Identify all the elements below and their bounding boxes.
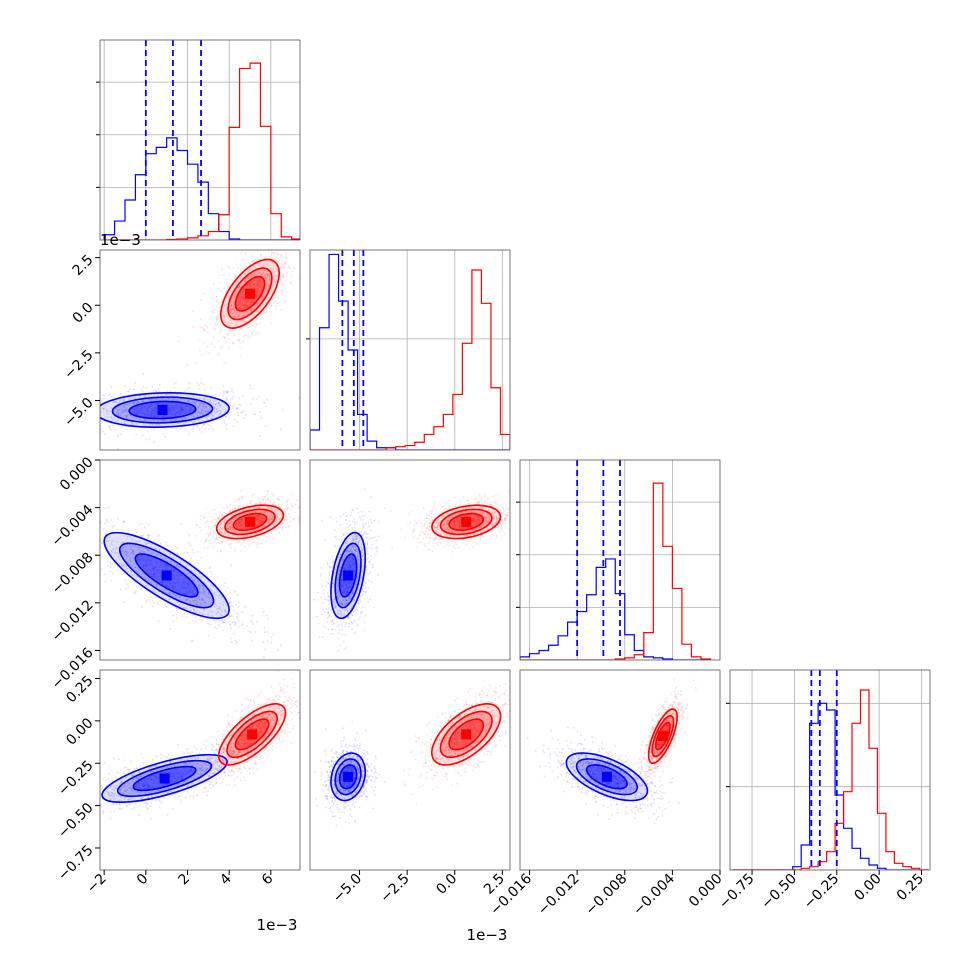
density-peak-blue	[159, 773, 170, 784]
scatter-panel-frame	[99, 249, 301, 451]
y-tick-label: −2.5	[61, 347, 96, 382]
scatter-panel-0-1	[100, 250, 300, 450]
diag-panel-0	[96, 39, 301, 241]
x-tick-label: 0.0	[433, 871, 460, 898]
density-peak-red	[461, 729, 472, 740]
y-tick-label: −0.008	[49, 550, 97, 598]
x-tick-label: −0.50	[758, 871, 800, 913]
histogram-red	[733, 689, 929, 870]
density-peak-blue	[343, 570, 354, 581]
y-tick-label: 0.0	[70, 300, 97, 327]
y-tick-label: 0.000	[57, 454, 97, 494]
x-tick-label: −2.5	[377, 871, 412, 906]
density-peak-red	[247, 729, 258, 740]
x-tick-label: 0	[134, 871, 152, 889]
x-tick-label: 4	[217, 871, 235, 889]
density-peak-red	[245, 288, 255, 299]
x-tick-label: −0.012	[535, 871, 583, 919]
diag-panel-2	[516, 459, 721, 661]
diag-panel-frame	[729, 669, 931, 871]
scatter-panel-background	[100, 670, 300, 870]
x-tick-label: −5.0	[330, 871, 365, 906]
density-peak-blue	[157, 405, 168, 415]
scatter-panel-frame	[99, 459, 301, 661]
diag-panel-1	[306, 249, 511, 451]
scatter-panel-0-3	[100, 670, 300, 870]
y-offset-label-param1: 1e−3	[100, 231, 141, 249]
diag-panel-background	[310, 250, 510, 450]
scatter-panel-frame	[519, 669, 721, 871]
density-peak-red	[461, 516, 472, 527]
x-tick-label: −2	[84, 871, 110, 897]
x-tick-label: 2	[176, 871, 194, 889]
scatter-panel-background	[100, 460, 300, 660]
scatter-panel-background	[310, 460, 510, 660]
x-offset-label-param1: 1e−3	[467, 926, 508, 944]
diag-panel-frame	[99, 39, 301, 241]
y-tick-label: −0.012	[49, 597, 97, 645]
diag-panel-background	[730, 670, 930, 870]
y-tick-label: −0.25	[55, 758, 97, 800]
histogram-blue	[103, 137, 300, 240]
x-tick-label: −0.75	[716, 871, 758, 913]
scatter-panel-1-3	[310, 670, 510, 870]
scatter-panel-frame	[309, 459, 511, 661]
x-offset-label-param0: 1e−3	[257, 916, 298, 934]
diag-panel-background	[100, 40, 300, 240]
y-tick-label: −5.0	[61, 395, 96, 430]
scatter-panel-1-2	[310, 460, 510, 660]
diag-panel-3	[726, 669, 931, 871]
y-tick-label: 0.00	[63, 715, 96, 748]
y-tick-label: −0.50	[55, 800, 97, 842]
scatter-panel-0-2	[100, 460, 300, 660]
x-tick-label: −0.25	[801, 871, 843, 913]
histogram-red	[104, 62, 300, 240]
x-tick-label: 0.00	[851, 871, 884, 904]
diag-panel-frame	[309, 249, 511, 451]
x-tick-label: −0.008	[582, 871, 630, 919]
x-tick-label: 0.25	[894, 871, 927, 904]
scatter-panel-background	[310, 670, 510, 870]
diag-panel-frame	[519, 459, 721, 661]
histogram-red	[520, 482, 712, 660]
histogram-blue	[733, 702, 929, 870]
x-tick-label: 6	[259, 871, 277, 889]
density-peak-blue	[343, 771, 354, 782]
y-tick-label: 2.5	[70, 252, 97, 279]
histogram-blue	[310, 253, 510, 450]
density-peak-blue	[601, 771, 612, 782]
scatter-panel-frame	[309, 669, 511, 871]
x-tick-label: −0.004	[630, 871, 678, 919]
density-peak-red	[245, 516, 255, 527]
density-peak-red	[657, 731, 668, 742]
density-peak-blue	[161, 570, 172, 581]
histogram-blue	[520, 558, 711, 660]
scatter-panel-2-3	[520, 670, 720, 870]
histogram-red	[310, 269, 510, 450]
scatter-panel-background	[520, 670, 720, 870]
y-tick-label: −0.004	[49, 502, 97, 550]
scatter-points-blue	[100, 731, 267, 820]
scatter-panel-frame	[99, 669, 301, 871]
